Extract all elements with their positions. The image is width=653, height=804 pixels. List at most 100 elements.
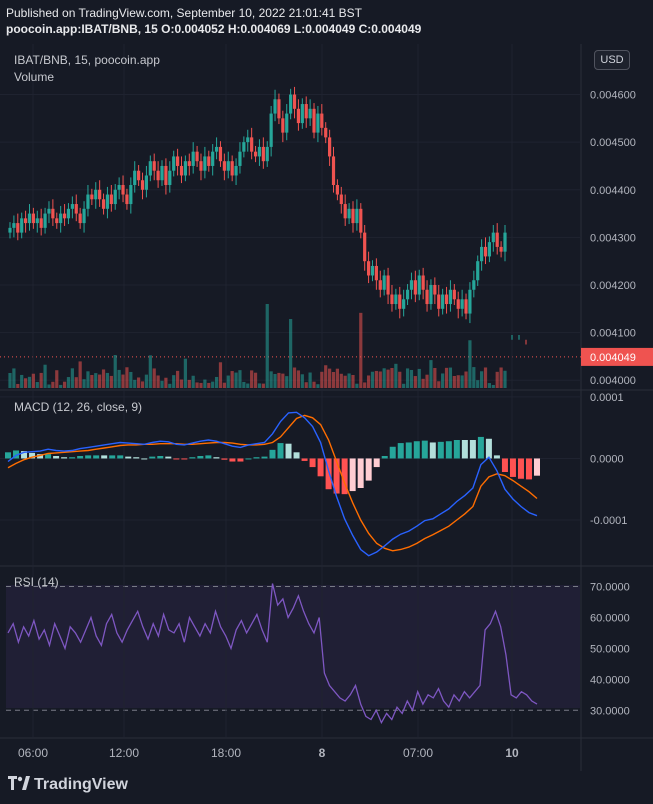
chart-svg[interactable]: 0.004600 0.004500 0.004400 0.004300 0.004200…: [0, 44, 653, 771]
candle-body: [148, 161, 152, 176]
volume-bar: [31, 373, 35, 388]
volume-bar: [62, 381, 67, 388]
volume-bar: [335, 368, 340, 388]
volume-bar: [8, 373, 12, 388]
volume-bar: [503, 370, 507, 388]
volume-bar: [179, 379, 184, 388]
candle-body: [16, 223, 20, 233]
volume-bar: [277, 372, 281, 388]
macd-histogram-bar: [29, 452, 36, 459]
macd-histogram-bar: [509, 458, 516, 477]
tradingview-brand: TradingView: [34, 776, 128, 793]
volume-bar: [444, 367, 449, 388]
macd-histogram-bar: [165, 456, 172, 459]
candle-body: [269, 113, 273, 147]
price-tick-label: 0.004500: [590, 137, 636, 149]
volume-bar: [168, 383, 172, 388]
candle-body: [495, 232, 499, 247]
macd-histogram-bar: [77, 456, 84, 459]
volume-bar: [16, 383, 20, 388]
candle-body: [121, 185, 125, 195]
candle-body: [390, 294, 394, 305]
candle-body: [429, 285, 433, 305]
candle-body: [172, 156, 176, 171]
macd-histogram-bar: [189, 457, 196, 459]
candle-body: [460, 299, 464, 309]
volume-bar: [230, 371, 234, 388]
candle-body: [137, 170, 141, 181]
volume-bar: [257, 383, 262, 388]
candle-body: [363, 232, 367, 262]
candle-body: [335, 185, 340, 195]
macd-histogram-bar: [197, 456, 204, 459]
volume-bar: [39, 372, 43, 388]
volume-bar: [129, 371, 133, 388]
volume-bar: [456, 375, 460, 388]
volume-bar: [382, 368, 386, 388]
macd-signal-line: [7, 414, 538, 552]
candle-body: [347, 208, 351, 219]
macd-histogram-bar: [229, 458, 236, 462]
volume-bar: [425, 374, 429, 388]
candle-body: [261, 146, 265, 162]
candle-body: [12, 223, 16, 228]
volume-bar: [390, 368, 394, 388]
candle-body: [331, 156, 336, 185]
candle-body: [246, 137, 250, 143]
tradingview-logo[interactable]: TradingView: [8, 776, 128, 794]
volume-bar: [82, 379, 86, 388]
candle-body: [199, 161, 203, 171]
macd-histogram-bar: [5, 452, 11, 459]
macd-histogram-bar: [429, 442, 436, 459]
candle-body: [129, 185, 133, 205]
volume-bar: [464, 371, 468, 388]
macd-histogram-bar: [389, 446, 396, 459]
candle-body: [320, 113, 324, 128]
candle-body: [468, 289, 472, 314]
macd-histogram-bar: [453, 440, 460, 459]
candle-body: [242, 142, 246, 152]
candle-body: [144, 175, 149, 190]
volume-bar: [156, 375, 160, 388]
volume-bar: [238, 370, 242, 388]
macd-histogram-bar: [45, 454, 52, 459]
candle-body: [499, 246, 503, 252]
rsi-tick-label: 40.0000: [590, 674, 630, 686]
volume-bar: [405, 368, 410, 388]
macd-histogram-bar: [325, 458, 332, 490]
currency-button[interactable]: USD: [594, 50, 630, 70]
candle-body: [152, 161, 156, 171]
symbol-ohlc-line: poocoin.app:IBAT/BNB, 15 O:0.004052 H:0.…: [6, 22, 422, 36]
volume-bar: [483, 367, 488, 388]
volume-bar: [476, 380, 480, 388]
volume-bar: [300, 374, 304, 388]
macd-histogram-bar: [221, 458, 228, 460]
volume-bar: [55, 370, 59, 388]
volume-bar: [386, 369, 390, 388]
candle-body: [398, 294, 402, 309]
volume-bar: [242, 381, 246, 388]
candle-body: [20, 218, 24, 233]
macd-histogram-bar: [373, 458, 380, 468]
volume-bar: [413, 376, 417, 388]
candles: [8, 86, 527, 345]
volume-bar: [152, 368, 156, 388]
candle-body: [316, 113, 320, 133]
candle-body: [359, 208, 363, 233]
candle-body: [164, 165, 168, 185]
volume-bar: [441, 373, 445, 388]
macd-histogram-bar: [461, 440, 468, 459]
volume-bar: [320, 371, 324, 388]
macd-histogram-bar: [117, 455, 124, 459]
macd-histogram-bar: [53, 456, 60, 459]
candle-body: [101, 199, 106, 209]
chart-area[interactable]: 0.004600 0.004500 0.004400 0.004300 0.004200…: [0, 44, 653, 771]
rsi-band-fill: [6, 585, 580, 708]
macd-histogram-bar: [437, 441, 444, 459]
macd-histogram-bar: [101, 455, 108, 459]
volume-bar: [140, 381, 145, 388]
candle-body: [265, 146, 269, 162]
macd-histogram-bar: [261, 456, 268, 459]
candle-body: [409, 280, 414, 290]
tradingview-logo-icon: [8, 776, 30, 790]
